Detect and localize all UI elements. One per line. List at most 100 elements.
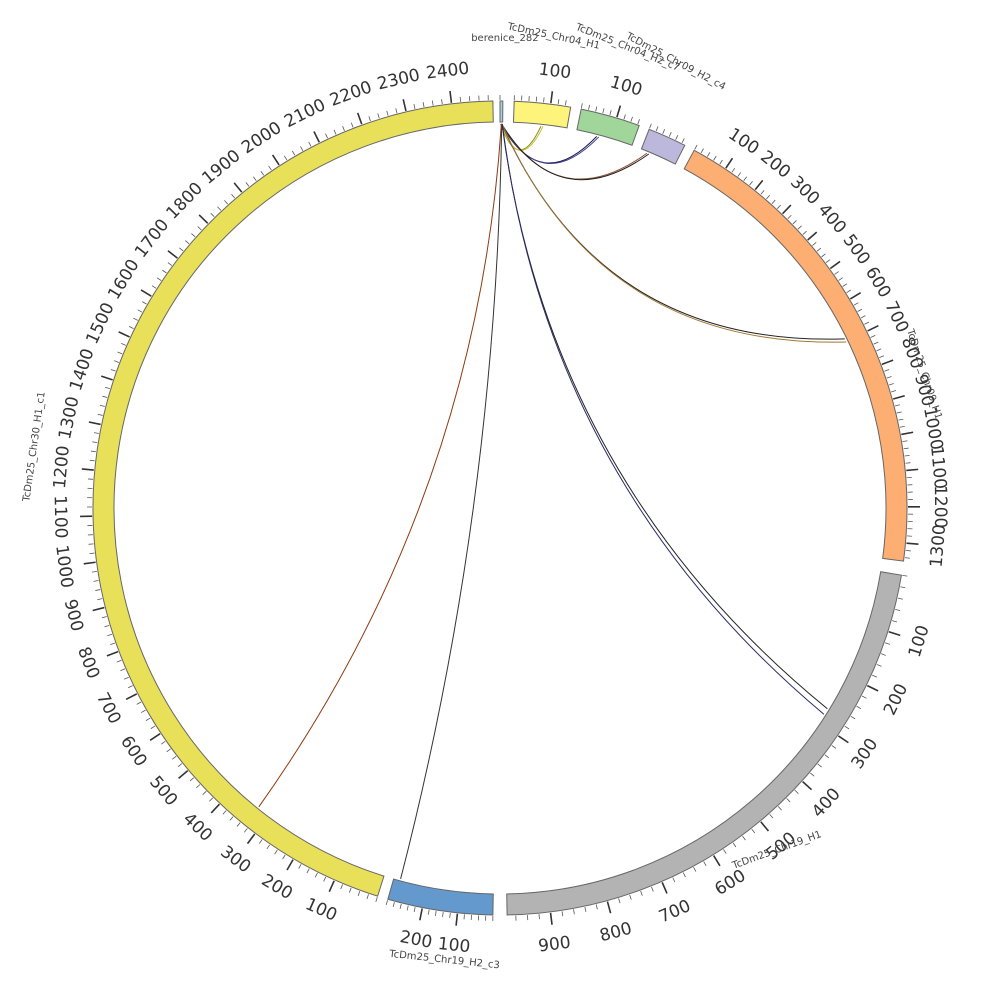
minor-tick [864, 321, 869, 325]
minor-tick [145, 717, 151, 721]
minor-tick [891, 390, 897, 393]
minor-tick [769, 813, 774, 819]
minor-tick [870, 335, 876, 338]
tick-label: 600 [861, 263, 895, 301]
minor-tick [884, 369, 890, 372]
minor-tick [816, 247, 822, 252]
major-tick [807, 231, 818, 241]
minor-tick [844, 725, 850, 730]
minor-tick [897, 597, 903, 600]
minor-tick [160, 740, 166, 745]
ticks-layer [80, 90, 921, 926]
chromosome-chr19_h2_c3 [387, 878, 494, 916]
tick-label: 500 [145, 772, 181, 810]
minor-tick [306, 868, 310, 874]
minor-tick [189, 777, 195, 782]
minor-tick [894, 404, 900, 407]
minor-tick [629, 894, 632, 900]
major-tick [881, 359, 894, 366]
tick-label: 500 [839, 231, 874, 269]
minor-tick [104, 386, 110, 390]
major-tick [83, 561, 96, 565]
tick-label: 1400 [66, 346, 99, 393]
major-tick [606, 901, 612, 914]
minor-tick [703, 861, 707, 867]
minor-tick [561, 911, 564, 917]
major-tick [100, 375, 113, 381]
minor-tick [441, 99, 443, 105]
minor-tick [209, 797, 214, 802]
minor-tick [449, 912, 451, 918]
major-tick [888, 630, 901, 637]
minor-tick [185, 240, 190, 245]
minor-tick [742, 835, 746, 841]
major-tick [246, 833, 256, 845]
minor-tick [817, 763, 822, 768]
tick-label: 300 [216, 842, 254, 877]
link-berenice_282-chr30_h1_c1 [258, 123, 502, 808]
major-tick [419, 908, 423, 921]
minor-tick [399, 903, 402, 909]
minor-tick [751, 828, 756, 834]
major-tick [549, 912, 553, 925]
minor-tick [588, 104, 590, 110]
minor-tick [681, 138, 685, 144]
major-tick [866, 684, 879, 692]
tick-label: 300 [786, 172, 823, 209]
link-berenice_282-chr19_h2_c3 [400, 123, 503, 880]
major-tick [616, 105, 622, 118]
minor-tick [116, 659, 122, 663]
minor-tick [91, 570, 98, 573]
minor-tick [385, 900, 388, 906]
minor-tick [682, 872, 686, 878]
minor-tick [177, 763, 183, 767]
minor-tick [93, 580, 99, 582]
major-tick [178, 770, 189, 779]
chromosome-label: TcDm25_Chr30_H1_c1 [21, 391, 47, 503]
minor-tick [649, 123, 652, 129]
major-tick [198, 214, 209, 224]
minor-tick [602, 108, 605, 114]
minor-tick [333, 129, 337, 135]
chromosome-chr09_h1 [683, 149, 908, 562]
tick-label: 900 [60, 597, 87, 633]
minor-tick [283, 155, 288, 161]
minor-tick [348, 887, 352, 893]
minor-tick [787, 214, 792, 220]
minor-tick [107, 633, 113, 637]
minor-tick [236, 822, 241, 827]
minor-tick [899, 425, 905, 428]
minor-tick [93, 432, 99, 434]
minor-tick [557, 99, 560, 105]
tick-label: 100 [608, 72, 645, 100]
major-tick [712, 855, 721, 867]
minor-tick [325, 133, 328, 139]
tick-label: 1500 [82, 300, 118, 348]
chromosome-label: berenice_282 [471, 33, 538, 44]
major-tick [550, 91, 554, 104]
tick-label: 600 [116, 732, 151, 770]
minor-tick [191, 233, 196, 238]
minor-tick [876, 664, 882, 667]
major-tick [167, 250, 178, 259]
major-tick [849, 292, 862, 300]
minor-tick [896, 411, 902, 414]
minor-tick [873, 341, 879, 345]
minor-tick [776, 204, 781, 209]
minor-tick [821, 253, 826, 258]
minor-tick [838, 277, 844, 281]
tick-label: 200 [880, 681, 912, 719]
minor-tick [640, 890, 643, 896]
minor-tick [777, 806, 782, 811]
major-tick [356, 112, 363, 125]
minor-tick [794, 789, 799, 794]
minor-tick [90, 450, 96, 453]
minor-tick [434, 910, 437, 916]
minor-tick [879, 355, 885, 358]
major-tick [149, 733, 161, 741]
minor-tick [888, 383, 894, 386]
minor-tick [120, 668, 126, 672]
minor-tick [258, 839, 263, 844]
tick-label: 2300 [375, 65, 422, 94]
minor-tick [595, 904, 598, 910]
